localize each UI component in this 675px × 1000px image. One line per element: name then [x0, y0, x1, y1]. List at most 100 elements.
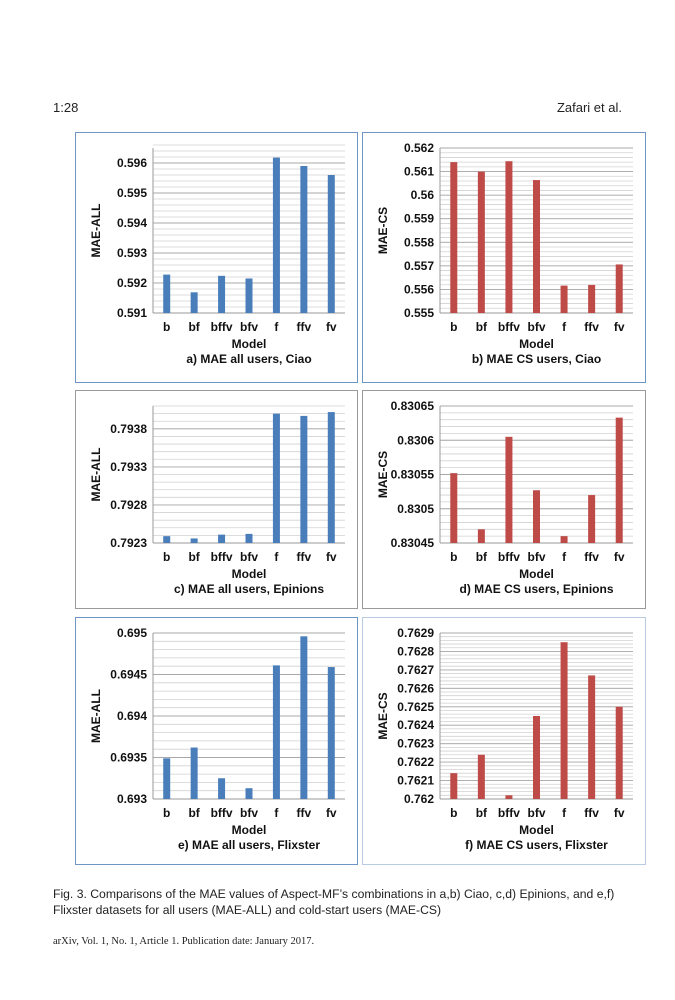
x-tick-label: fv — [326, 320, 337, 334]
bar-bfv — [245, 278, 253, 313]
x-tick-label: b — [163, 806, 170, 820]
x-tick-label: bfv — [240, 550, 258, 564]
y-tick-label: 0.591 — [117, 306, 147, 320]
x-tick-label: f — [562, 806, 567, 820]
x-tick-label: f — [274, 806, 279, 820]
x-axis-label: Model — [232, 823, 267, 837]
y-axis-label: MAE-CS — [376, 451, 390, 498]
y-tick-label: 0.556 — [404, 282, 434, 296]
bar-b — [163, 274, 171, 313]
x-tick-label: bfv — [240, 806, 258, 820]
x-tick-label: bfv — [240, 320, 258, 334]
y-tick-label: 0.6945 — [110, 668, 147, 682]
y-axis-label: MAE-ALL — [89, 448, 103, 502]
x-tick-label: fv — [614, 320, 625, 334]
y-axis-label: MAE-ALL — [89, 204, 103, 258]
y-tick-label: 0.7933 — [110, 460, 147, 474]
y-tick-label: 0.693 — [117, 792, 147, 806]
x-tick-label: bf — [188, 320, 200, 334]
bar-bf — [477, 754, 485, 799]
x-tick-label: bf — [188, 806, 200, 820]
bar-fv — [327, 175, 335, 313]
y-tick-label: 0.7625 — [397, 700, 434, 714]
x-tick-label: bf — [188, 550, 200, 564]
y-tick-label: 0.8305 — [397, 502, 434, 516]
y-axis-label: MAE-CS — [376, 692, 390, 739]
x-axis-label: Model — [519, 337, 554, 351]
bar-ffv — [300, 636, 308, 799]
bar-f — [560, 536, 568, 543]
y-tick-label: 0.7623 — [397, 737, 434, 751]
bar-bf — [477, 171, 485, 313]
bar-bffv — [505, 795, 513, 799]
y-tick-label: 0.7622 — [397, 755, 434, 769]
y-tick-label: 0.559 — [404, 212, 434, 226]
chart-panel-e: 0.693 0.6935 0.694 0.6945 0.695 b bf bffv bfv f ff… — [75, 617, 358, 865]
y-tick-label: 0.7629 — [397, 626, 434, 640]
chart-panel-f: 0.762 0.7621 0.7622 0.7623 0.7624 0.7625 0.762… — [362, 617, 646, 865]
x-tick-label: bffv — [498, 806, 520, 820]
bar-bffv — [505, 436, 513, 543]
chart-panel-c: 0.7923 0.7928 0.7933 0.7938 b bf bffv bfv f ffv fv… — [75, 390, 358, 609]
y-tick-label: 0.695 — [117, 626, 147, 640]
x-tick-label: ffv — [297, 320, 312, 334]
y-tick-label: 0.8306 — [397, 433, 434, 447]
x-tick-label: ffv — [297, 550, 312, 564]
y-tick-label: 0.557 — [404, 259, 434, 273]
x-tick-label: bfv — [528, 550, 546, 564]
chart-c: 0.7923 0.7928 0.7933 0.7938 b bf bffv bfv f ffv fv… — [89, 405, 345, 596]
x-axis-label: Model — [232, 567, 267, 581]
x-tick-label: bf — [476, 550, 488, 564]
y-tick-label: 0.562 — [404, 141, 434, 155]
x-tick-label: ffv — [584, 320, 599, 334]
bar-ffv — [300, 166, 308, 313]
y-tick-label: 0.7621 — [397, 774, 434, 788]
bar-f — [560, 285, 568, 313]
y-tick-label: 0.83045 — [391, 536, 435, 550]
bar-b — [163, 536, 171, 543]
bar-fv — [327, 667, 335, 799]
bar-bfv — [533, 716, 540, 799]
bar-f — [272, 665, 280, 799]
x-tick-label: fv — [326, 806, 337, 820]
x-tick-label: b — [450, 550, 457, 564]
bar-bfv — [245, 533, 253, 543]
x-axis-label: Model — [519, 567, 554, 581]
chart-b: 0.555 0.556 0.557 0.558 0.559 0.56 0.561 0.562 b… — [376, 141, 633, 366]
bar-ffv — [588, 675, 596, 799]
y-tick-label: 0.694 — [117, 709, 147, 723]
x-tick-label: bffv — [498, 550, 520, 564]
bar-bffv — [218, 275, 226, 313]
y-tick-label: 0.7628 — [397, 644, 434, 658]
x-tick-label: b — [450, 806, 457, 820]
chart-title: d) MAE CS users, Epinions — [459, 582, 613, 596]
chart-title: c) MAE all users, Epinions — [174, 582, 324, 596]
x-tick-label: bffv — [498, 320, 520, 334]
x-tick-label: ffv — [584, 806, 599, 820]
bar-b — [450, 773, 458, 799]
bar-ffv — [300, 415, 308, 543]
y-tick-label: 0.83065 — [391, 399, 435, 413]
y-tick-label: 0.7624 — [397, 718, 434, 732]
bar-fv — [615, 706, 623, 799]
y-tick-label: 0.558 — [404, 235, 434, 249]
chart-f: 0.762 0.7621 0.7622 0.7623 0.7624 0.7625 0.762… — [376, 626, 633, 852]
x-tick-label: b — [163, 320, 170, 334]
y-tick-label: 0.561 — [404, 165, 434, 179]
y-tick-label: 0.7928 — [110, 498, 147, 512]
x-tick-label: fv — [614, 806, 625, 820]
y-tick-label: 0.7626 — [397, 681, 434, 695]
bar-bffv — [218, 778, 226, 799]
x-tick-label: bffv — [211, 806, 233, 820]
x-tick-label: bffv — [211, 320, 233, 334]
chart-d: 0.83045 0.8305 0.83055 0.8306 0.83065 b bf bffv… — [376, 399, 633, 596]
bar-ffv — [588, 284, 596, 313]
x-axis-label: Model — [232, 337, 267, 351]
chart-title: b) MAE CS users, Ciao — [472, 352, 601, 366]
y-tick-label: 0.6935 — [110, 751, 147, 765]
x-tick-label: bfv — [528, 806, 546, 820]
chart-title: e) MAE all users, Flixster — [178, 838, 320, 852]
bar-b — [450, 473, 458, 543]
figure-caption: Fig. 3. Comparisons of the MAE values of… — [53, 887, 615, 917]
